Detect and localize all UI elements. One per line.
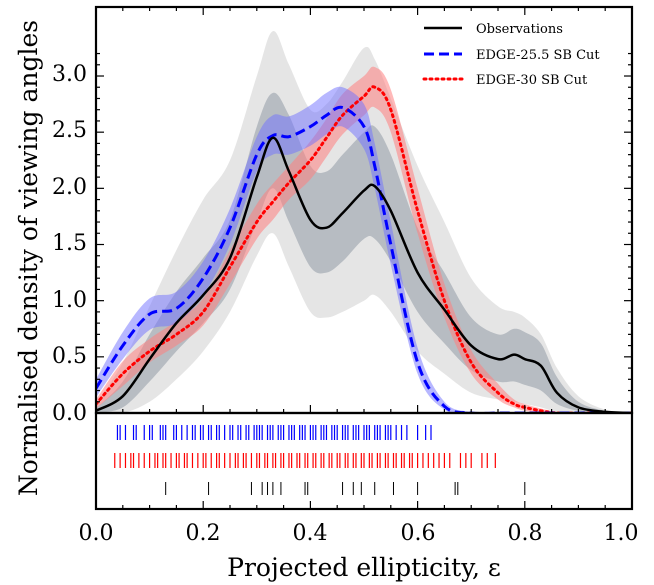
edge255-line — [96, 105, 632, 413]
y-tick-label: 2.5 — [52, 118, 87, 143]
legend-label-edge255: EDGE-25.5 SB Cut — [476, 48, 600, 63]
observations-band-inner-area — [96, 92, 632, 413]
x-tick-labels: 0.0 0.2 0.4 0.6 0.8 1.0 — [79, 521, 639, 546]
axis-ticks — [95, 7, 633, 509]
observations-inner-band — [96, 92, 632, 413]
rug-plot — [114, 425, 526, 495]
observations-line — [96, 136, 632, 413]
x-tick-label: 0.2 — [186, 521, 221, 546]
x-tick-label: 1.0 — [604, 521, 639, 546]
legend: Observations EDGE-25.5 SB Cut EDGE-30 SB… — [422, 22, 600, 88]
y-tick-label: 1.0 — [52, 288, 87, 313]
series-lines — [96, 85, 632, 413]
y-tick-label: 0.0 — [52, 401, 87, 426]
y-tick-label: 1.5 — [52, 231, 87, 256]
y-tick-labels: 0.0 0.5 1.0 1.5 2.0 2.5 3.0 — [52, 62, 87, 426]
x-tick-label: 0.6 — [401, 521, 436, 546]
x-tick-label: 0.8 — [508, 521, 543, 546]
y-axis-label: Normalised density of viewing angles — [14, 20, 43, 496]
y-tick-label: 3.0 — [52, 62, 87, 87]
legend-label-observations: Observations — [476, 22, 563, 37]
x-tick-label: 0.0 — [79, 521, 114, 546]
edge30-line — [96, 85, 632, 413]
y-tick-label: 0.5 — [52, 344, 87, 369]
y-tick-label: 2.0 — [52, 175, 87, 200]
x-tick-label: 0.4 — [293, 521, 328, 546]
x-axis-label: Projected ellipticity, ε — [227, 553, 501, 582]
legend-label-edge30: EDGE-30 SB Cut — [476, 73, 588, 88]
